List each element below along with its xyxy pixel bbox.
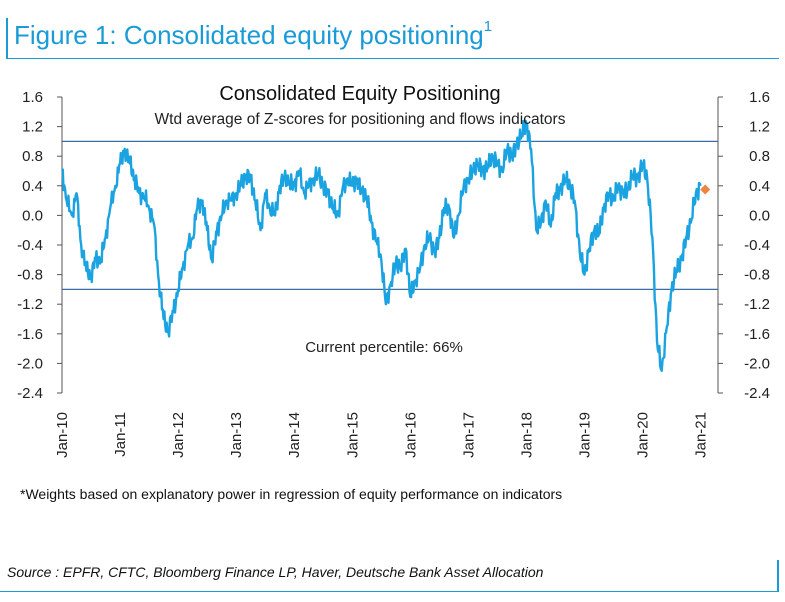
current-percentile-annotation: Current percentile: 66%: [305, 339, 463, 356]
right-tick-label: -0.4: [744, 237, 770, 254]
right-tick-label: -0.8: [744, 267, 770, 284]
left-tick-label: -0.8: [17, 267, 43, 284]
x-tick-label: Jan-14: [286, 412, 303, 458]
figure-title-superscript: 1: [483, 18, 493, 35]
figure-title-text: Figure 1: Consolidated equity positionin…: [14, 20, 484, 50]
left-tick-label: -2.4: [17, 385, 43, 402]
right-tick-label: -1.2: [744, 296, 770, 313]
right-tick-label: 1.6: [749, 89, 770, 106]
x-tick-label: Jan-21: [693, 412, 710, 458]
left-tick-label: -0.4: [17, 237, 43, 254]
right-y-axis: 1.6 1.2 0.8 0.4 0.0 -0.4 -0.8 -1.2 -1.6 -2.0 -2.4: [718, 89, 770, 402]
figure-title: Figure 1: Consolidated equity positionin…: [14, 18, 493, 51]
title-divider: [6, 58, 779, 59]
threshold-lines: [62, 140, 718, 291]
right-tick-label: 0.4: [749, 178, 770, 195]
x-tick-label: Jan-10: [54, 412, 71, 458]
chart-title: Consolidated Equity Positioning: [219, 83, 500, 105]
series-line: [60, 119, 702, 372]
title-accent-bar: [6, 18, 8, 58]
left-tick-label: 1.6: [22, 89, 43, 106]
x-tick-label: Jan-19: [576, 412, 593, 458]
left-tick-label: 0.4: [22, 178, 43, 195]
footnote: *Weights based on explanatory power in r…: [20, 486, 563, 502]
x-tick-label: Jan-11: [112, 412, 129, 457]
left-tick-label: 0.0: [22, 207, 43, 224]
left-y-axis: 1.6 1.2 0.8 0.4 0.0 -0.4 -0.8 -1.2 -1.6 -2.0 -2.4: [17, 89, 62, 402]
series-group: [60, 119, 711, 372]
x-tick-label: Jan-18: [518, 412, 535, 458]
x-tick-label: Jan-15: [344, 412, 361, 458]
right-tick-label: 1.2: [749, 119, 770, 136]
current-value-marker: [700, 184, 711, 195]
left-tick-label: -1.2: [17, 296, 43, 313]
source-note: Source : EPFR, CFTC, Bloomberg Finance L…: [7, 564, 544, 580]
footer-accent-bar: [777, 560, 779, 592]
chart-subtitle: Wtd average of Z-scores for positioning …: [155, 111, 566, 128]
right-tick-label: -1.6: [744, 326, 770, 343]
x-tick-label: Jan-12: [170, 412, 187, 458]
left-tick-label: 1.2: [22, 119, 43, 136]
x-tick-label: Jan-13: [228, 412, 245, 458]
right-tick-label: 0.8: [749, 148, 770, 165]
right-tick-label: -2.4: [744, 385, 770, 402]
left-tick-label: 0.8: [22, 148, 43, 165]
left-tick-label: -1.6: [17, 326, 43, 343]
x-axis: Jan-10 Jan-11 Jan-12 Jan-13 Jan-14 Jan-15 Jan-…: [54, 412, 710, 458]
right-tick-label: -2.0: [744, 355, 770, 372]
x-tick-label: Jan-16: [402, 412, 419, 458]
right-tick-label: 0.0: [749, 207, 770, 224]
x-tick-label: Jan-20: [635, 412, 652, 458]
left-tick-label: -2.0: [17, 355, 43, 372]
footer-divider: [0, 591, 779, 592]
x-tick-label: Jan-17: [460, 412, 477, 458]
